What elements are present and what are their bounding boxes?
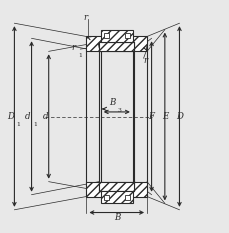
Text: r: r: [71, 43, 75, 52]
Text: B: B: [113, 213, 120, 222]
Bar: [125, 33, 130, 38]
Text: r: r: [83, 13, 87, 22]
Text: 1: 1: [33, 122, 37, 127]
Bar: [103, 33, 108, 38]
Text: 3: 3: [117, 108, 121, 113]
Text: B: B: [109, 98, 115, 107]
Bar: [100, 30, 132, 42]
Bar: [103, 195, 108, 200]
Bar: [86, 37, 146, 51]
Text: F: F: [148, 112, 154, 121]
Text: 1: 1: [16, 122, 20, 127]
Text: D: D: [7, 112, 14, 121]
Text: r: r: [143, 56, 147, 65]
Bar: [125, 195, 130, 200]
Text: 1: 1: [78, 53, 82, 58]
Bar: [100, 191, 132, 203]
Text: D: D: [175, 112, 182, 121]
Text: d: d: [25, 112, 30, 121]
Bar: [98, 42, 134, 51]
Text: E: E: [161, 112, 167, 121]
Bar: [98, 182, 134, 191]
Bar: [86, 182, 146, 196]
Text: d: d: [42, 112, 48, 121]
